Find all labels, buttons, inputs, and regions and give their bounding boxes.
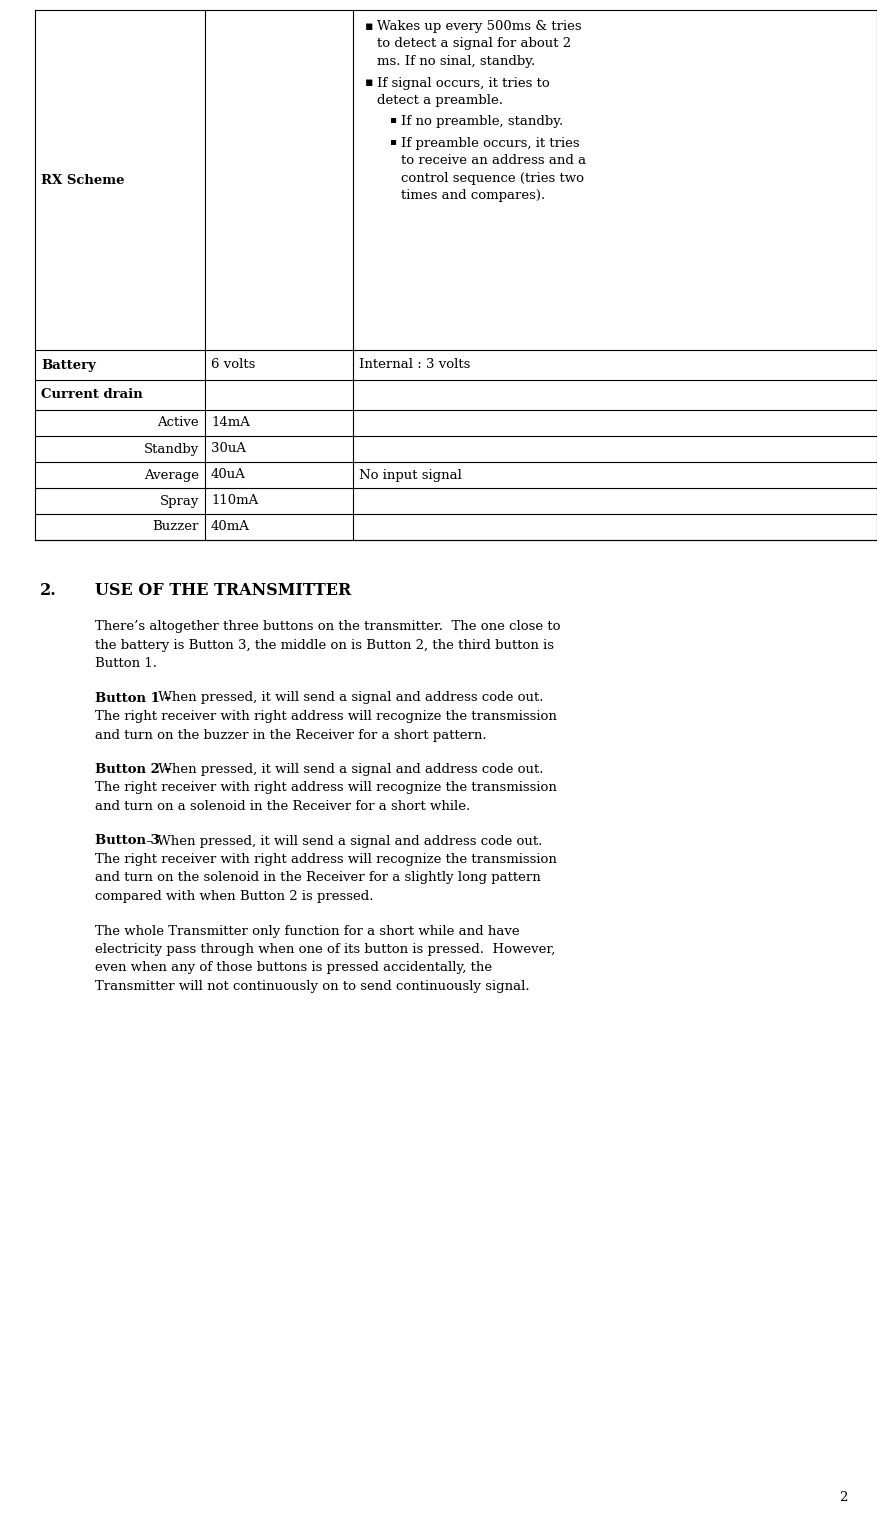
Text: to receive an address and a: to receive an address and a (401, 155, 586, 167)
Text: Average: Average (144, 469, 199, 481)
Text: If no preamble, standby.: If no preamble, standby. (401, 116, 563, 128)
Text: If preamble occurs, it tries: If preamble occurs, it tries (401, 137, 580, 151)
Text: The right receiver with right address will recognize the transmission: The right receiver with right address wi… (95, 709, 557, 723)
Text: Button 1 –: Button 1 – (95, 691, 171, 705)
Text: No input signal: No input signal (359, 469, 462, 481)
Text: Internal : 3 volts: Internal : 3 volts (359, 359, 470, 371)
Text: 110mA: 110mA (211, 495, 258, 507)
Text: Transmitter will not continuously on to send continuously signal.: Transmitter will not continuously on to … (95, 980, 530, 992)
Text: Wakes up every 500ms & tries: Wakes up every 500ms & tries (377, 20, 581, 33)
Text: ▪: ▪ (389, 137, 396, 146)
Text: and turn on a solenoid in the Receiver for a short while.: and turn on a solenoid in the Receiver f… (95, 801, 470, 813)
Text: Spray: Spray (160, 495, 199, 507)
Text: ▪: ▪ (389, 116, 396, 125)
Text: 40uA: 40uA (211, 469, 246, 481)
Text: Button 2 –: Button 2 – (95, 763, 171, 776)
Text: RX Scheme: RX Scheme (41, 174, 125, 187)
Text: electricity pass through when one of its button is pressed.  However,: electricity pass through when one of its… (95, 944, 555, 956)
Text: times and compares).: times and compares). (401, 190, 545, 202)
Text: Battery: Battery (41, 359, 96, 371)
Text: Active: Active (157, 417, 199, 429)
Text: Buzzer: Buzzer (153, 521, 199, 534)
Text: If signal occurs, it tries to: If signal occurs, it tries to (377, 76, 550, 90)
Text: control sequence (tries two: control sequence (tries two (401, 172, 584, 186)
Text: Button 1.: Button 1. (95, 658, 157, 670)
Text: USE OF THE TRANSMITTER: USE OF THE TRANSMITTER (95, 581, 352, 600)
Text: When pressed, it will send a signal and address code out.: When pressed, it will send a signal and … (153, 691, 544, 705)
Text: to detect a signal for about 2: to detect a signal for about 2 (377, 38, 571, 50)
Text: 6 volts: 6 volts (211, 359, 255, 371)
Text: 30uA: 30uA (211, 443, 246, 455)
Text: The right receiver with right address will recognize the transmission: The right receiver with right address wi… (95, 781, 557, 794)
Text: There’s altogether three buttons on the transmitter.  The one close to: There’s altogether three buttons on the … (95, 619, 560, 633)
Text: The whole Transmitter only function for a short while and have: The whole Transmitter only function for … (95, 924, 520, 938)
Text: ms. If no sinal, standby.: ms. If no sinal, standby. (377, 55, 535, 68)
Text: ▪: ▪ (365, 76, 374, 90)
Text: compared with when Button 2 is pressed.: compared with when Button 2 is pressed. (95, 890, 374, 903)
Text: Current drain: Current drain (41, 388, 143, 402)
Text: 2.: 2. (40, 581, 57, 600)
Text: The right receiver with right address will recognize the transmission: The right receiver with right address wi… (95, 852, 557, 866)
Text: detect a preamble.: detect a preamble. (377, 94, 503, 107)
Text: even when any of those buttons is pressed accidentally, the: even when any of those buttons is presse… (95, 962, 492, 974)
Text: When pressed, it will send a signal and address code out.: When pressed, it will send a signal and … (153, 763, 544, 776)
Text: 40mA: 40mA (211, 521, 250, 534)
Text: 2: 2 (838, 1492, 847, 1504)
Text: – When pressed, it will send a signal and address code out.: – When pressed, it will send a signal an… (142, 834, 543, 848)
Text: 14mA: 14mA (211, 417, 250, 429)
Text: Button 3: Button 3 (95, 834, 160, 848)
Text: and turn on the buzzer in the Receiver for a short pattern.: and turn on the buzzer in the Receiver f… (95, 729, 487, 741)
Text: Standby: Standby (144, 443, 199, 455)
Text: and turn on the solenoid in the Receiver for a slightly long pattern: and turn on the solenoid in the Receiver… (95, 872, 541, 884)
Text: ▪: ▪ (365, 20, 374, 33)
Text: the battery is Button 3, the middle on is Button 2, the third button is: the battery is Button 3, the middle on i… (95, 639, 554, 651)
